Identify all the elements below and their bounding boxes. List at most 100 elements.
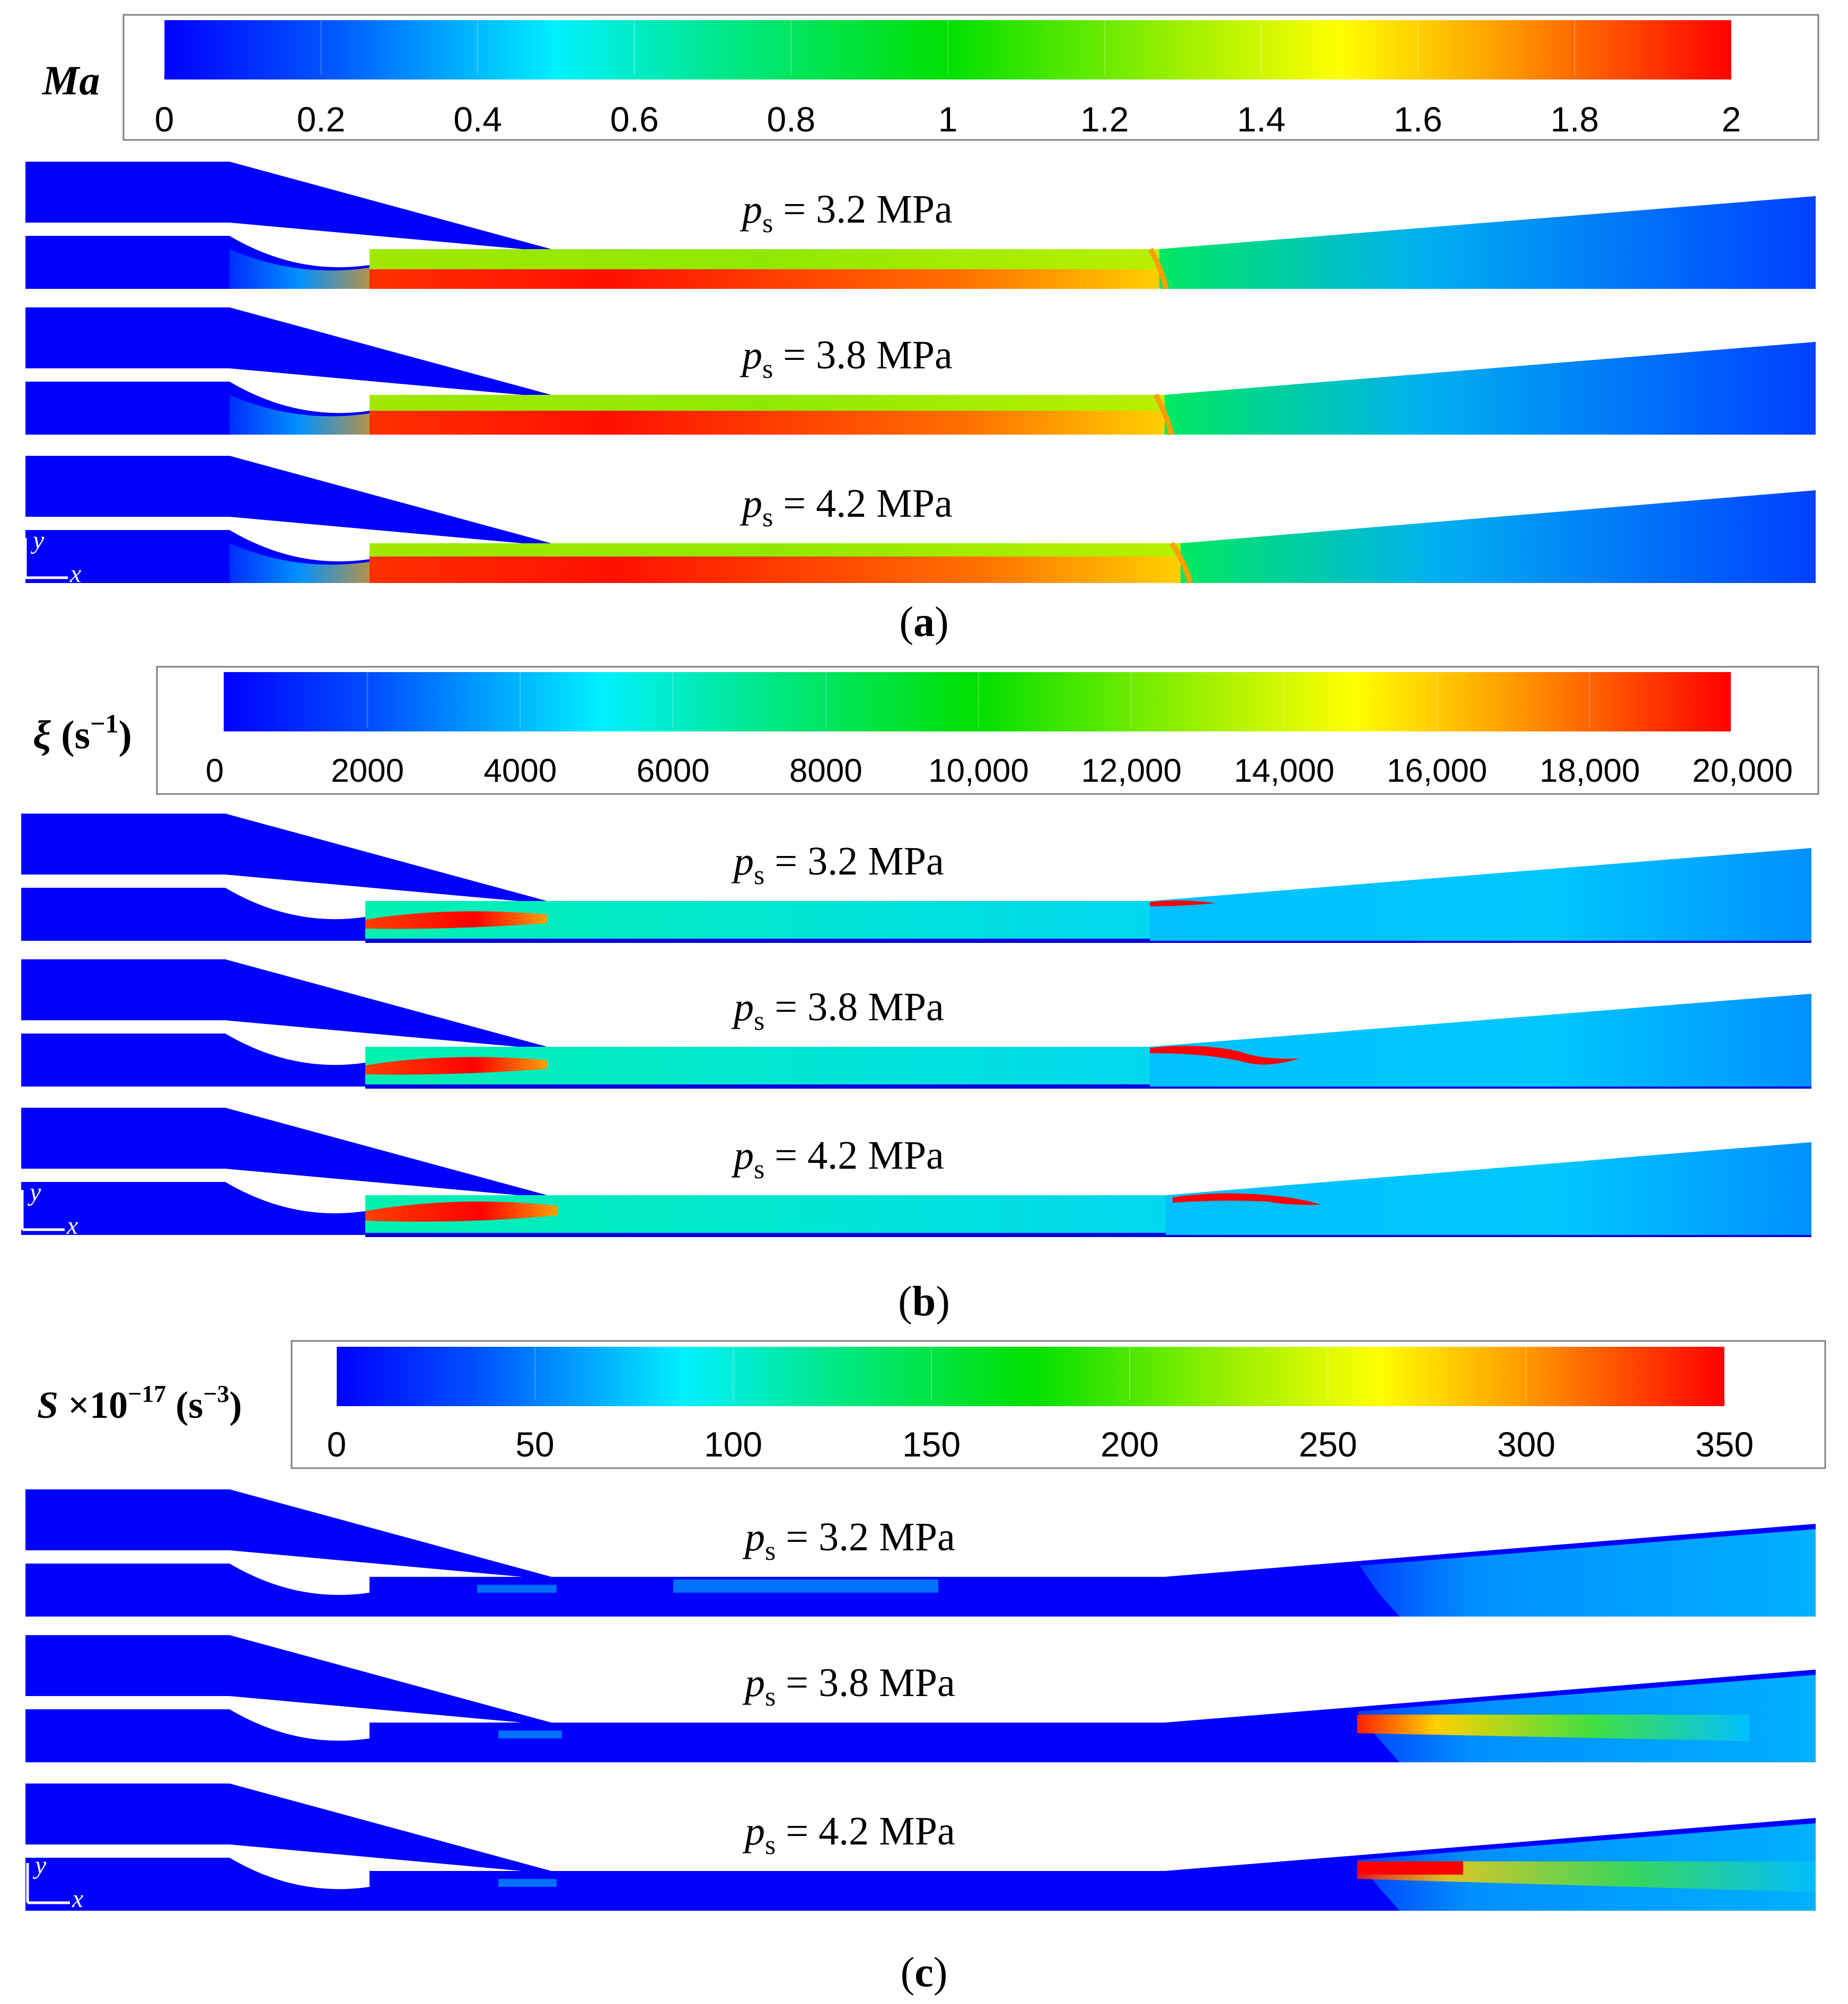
diffuser	[1181, 490, 1816, 583]
title-unit-exponent: −3	[203, 1380, 229, 1407]
title-multiplier: ×10	[58, 1384, 128, 1426]
colorbar-tick-label: 1.4	[1237, 100, 1286, 139]
colorbar-tick-label: 2000	[331, 753, 404, 789]
case-value: = 3.8 MPa	[776, 1661, 955, 1705]
case-symbol: p	[742, 1515, 765, 1559]
colorbar-tick-label: 10,000	[928, 753, 1029, 789]
primary-nozzle-outer	[25, 1709, 369, 1762]
case-symbol: p	[740, 481, 762, 526]
case-label: ps = 3.2 MPa	[731, 839, 944, 890]
title-exponent: −17	[128, 1380, 166, 1407]
colorbar-tick-label: 4000	[483, 753, 557, 789]
diffuser	[1166, 1142, 1811, 1235]
panel-c: 0 50 100 150 200 250 300 350 S ×10−17 (s−3) ps …	[25, 1340, 1826, 1996]
case-label: ps = 3.2 MPa	[740, 187, 953, 239]
contour-case: ps = 3.2 MPa	[21, 814, 1811, 943]
case-value: = 4.2 MPa	[764, 1133, 944, 1178]
shear-layer	[365, 1202, 558, 1222]
turbulence-patch	[498, 1879, 557, 1887]
x-axis-label: x	[66, 1212, 78, 1240]
case-symbol: p	[742, 1809, 765, 1853]
case-subscript: s	[762, 354, 773, 384]
title-close: )	[230, 1384, 242, 1426]
case-label: ps = 3.2 MPa	[742, 1515, 955, 1566]
case-value: = 4.2 MPa	[773, 481, 952, 526]
contour-case: ps = 4.2 MPa	[21, 1108, 1811, 1237]
upper-channel	[25, 307, 551, 398]
upper-channel	[21, 959, 547, 1049]
diffuser	[1150, 994, 1811, 1087]
upper-channel	[21, 814, 547, 904]
colorbar-tick-label: 2	[1722, 100, 1741, 139]
turbulence-patch	[477, 1585, 557, 1593]
case-subscript: s	[754, 1006, 764, 1036]
colorbar-tick-label: 1.2	[1080, 100, 1129, 139]
case-subscript: s	[762, 502, 773, 533]
case-symbol: p	[740, 333, 762, 377]
case-label: ps = 4.2 MPa	[740, 481, 953, 533]
contour-case: ps = 3.8 MPa	[25, 307, 1816, 436]
colorbar-tick-label: 14,000	[1234, 753, 1335, 789]
case-label: ps = 4.2 MPa	[731, 1133, 944, 1185]
colorbar-tick-label: 250	[1299, 1425, 1357, 1464]
diffuser	[1150, 848, 1811, 941]
case-subscript: s	[765, 1682, 776, 1712]
upper-channel	[25, 162, 551, 252]
panel-caption: (b)	[898, 1278, 950, 1325]
turbulence-patch	[498, 1731, 562, 1738]
y-axis-label: y	[32, 1851, 47, 1879]
nozzle-throat-flow	[230, 543, 369, 583]
axis-indicator: y x	[26, 1851, 83, 1913]
axis-indicator: y x	[21, 1178, 78, 1240]
case-subscript: s	[765, 1830, 776, 1860]
primary-nozzle-outer	[25, 1564, 369, 1617]
case-value: = 3.2 MPa	[773, 187, 952, 232]
supersonic-core	[369, 557, 1181, 583]
dissipation-zone	[1360, 1529, 1816, 1617]
colorbar-tick-label: 0.2	[297, 100, 346, 139]
title-unit: (s	[166, 1384, 203, 1426]
panel-a: 0 0.2 0.4 0.6 0.8 1 1.2 1.4 1.6 1.8 2 Ma ps = 3.2 …	[24, 14, 1819, 646]
upper-channel	[21, 1108, 547, 1198]
colorbar-tick-label: 0	[206, 753, 224, 789]
colorbar-tick-label: 50	[515, 1425, 554, 1464]
shear-layer	[365, 1057, 547, 1075]
x-axis-label: x	[69, 560, 81, 588]
diffuser	[1165, 342, 1816, 435]
panel-caption: (c)	[901, 1949, 948, 1996]
upper-channel	[25, 1784, 551, 1874]
case-value: = 4.2 MPa	[776, 1809, 955, 1853]
colorbar-tick-label: 0	[155, 100, 174, 139]
case-subscript: s	[754, 860, 764, 890]
wall-vortex	[1150, 1046, 1300, 1065]
hot-core	[1357, 1861, 1463, 1875]
case-subscript: s	[765, 1536, 776, 1566]
colorbar-tick-label: 12,000	[1081, 753, 1182, 789]
contour-case: ps = 4.2 MPa	[25, 456, 1816, 584]
shear-layer	[365, 911, 547, 929]
colorbar-tick-label: 0.4	[453, 100, 502, 139]
case-symbol: p	[740, 187, 762, 232]
hot-streak	[1357, 1715, 1749, 1741]
case-symbol: p	[742, 1661, 765, 1705]
colorbar-c: 0 50 100 150 200 250 300 350 S ×10−17 (s−3)	[37, 1340, 1826, 1469]
colorbar-title: ξ (s−1)	[33, 709, 132, 757]
colorbar-tick-label: 300	[1497, 1425, 1555, 1464]
colorbar-b: 0 2000 4000 6000 8000 10,000 12,000 14,000 16,00…	[33, 666, 1819, 795]
case-value: = 3.8 MPa	[773, 333, 952, 377]
case-label: ps = 3.8 MPa	[740, 333, 953, 384]
upper-channel	[25, 1489, 551, 1579]
colorbar-tick-label: 6000	[637, 753, 710, 789]
colorbar-tick-label: 20,000	[1692, 753, 1793, 789]
upper-channel	[25, 1635, 551, 1725]
contour-case: ps = 3.8 MPa	[21, 959, 1811, 1089]
colorbar-tick-label: 8000	[789, 753, 863, 789]
case-label: ps = 3.8 MPa	[731, 985, 944, 1036]
nozzle-throat-flow	[230, 249, 369, 289]
primary-nozzle-outer	[21, 1182, 365, 1235]
title-symbol: S	[37, 1384, 58, 1426]
title-exponent: −1	[90, 709, 119, 738]
case-subscript: s	[754, 1154, 764, 1185]
colorbar-gradient	[337, 1347, 1724, 1406]
